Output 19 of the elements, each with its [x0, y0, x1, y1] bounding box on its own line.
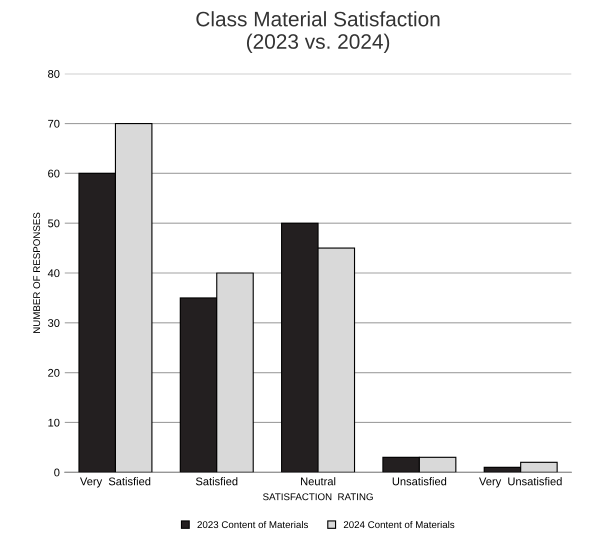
y-tick-label: 80 [48, 70, 60, 78]
x-tick-label: Very Satisfied [80, 477, 150, 488]
y-tick-label: 60 [48, 170, 60, 178]
y-tick-label: 70 [48, 120, 60, 128]
y-tick-label: 20 [48, 368, 60, 377]
x-tick-label: Very Unsatisfied [479, 477, 562, 488]
x-tick-label: Satisfied [196, 477, 238, 486]
y-tick-label: 50 [48, 219, 60, 228]
chart-title: Class Material Satisfaction (2023 vs. 2024) [196, 11, 440, 54]
y-tick-label: 30 [48, 319, 60, 327]
legend-label: 2024 Content of Materials [344, 520, 454, 528]
legend-label: 2023 Content of Materials [198, 520, 308, 528]
y-tick-label: 0 [54, 468, 60, 476]
y-axis-title: NUMBER OF RESPONSES [33, 212, 40, 333]
x-axis-title: SATISFACTION RATING [263, 493, 373, 500]
y-tick-label: 10 [48, 418, 60, 427]
x-tick-label: Unsatisfied [392, 477, 446, 486]
x-tick-label: Neutral [301, 477, 336, 486]
y-tick-label: 40 [48, 269, 60, 278]
